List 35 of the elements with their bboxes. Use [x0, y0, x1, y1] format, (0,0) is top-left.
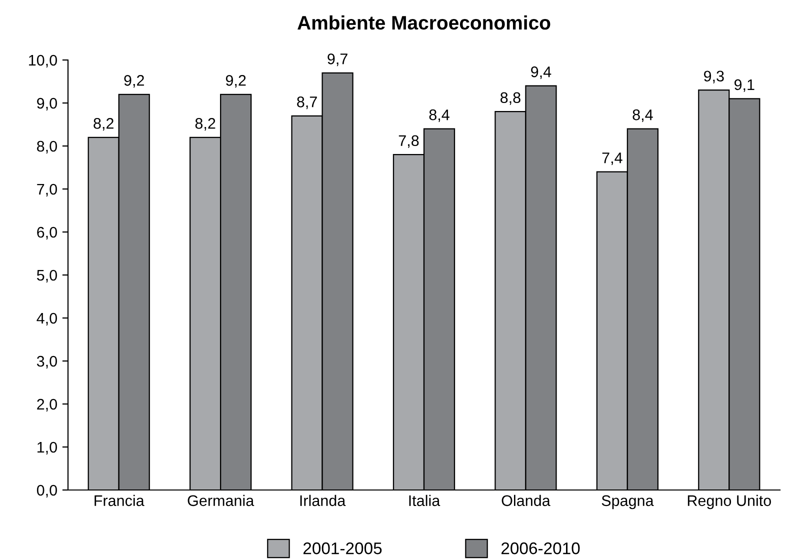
data-label: 8,7: [297, 96, 317, 110]
data-label: 9,7: [328, 54, 348, 66]
chart-title: Ambiente Macroeconomico: [298, 15, 550, 30]
data-label: 9,2: [226, 75, 246, 88]
x-tick-label: Regno Unito: [688, 494, 771, 510]
x-tick-label: Olanda: [502, 494, 550, 506]
data-label: 8,2: [94, 118, 114, 131]
data-label: 8,2: [195, 118, 216, 131]
y-tick-label: 7,0: [37, 184, 57, 196]
y-tick-label: 1,0: [38, 442, 57, 454]
y-tick-label: 8,0: [37, 140, 57, 154]
data-label: 8,4: [632, 109, 653, 122]
x-tick-label: Germania: [188, 494, 254, 506]
data-label: 9,1: [734, 79, 754, 92]
x-tick-label: Irlanda: [300, 494, 346, 506]
x-tick-label: Italia: [409, 494, 440, 506]
data-label: 9,3: [704, 70, 724, 84]
y-tick-label: 9,0: [37, 98, 57, 110]
y-tick-label: 6,0: [37, 226, 57, 240]
data-label: 8,4: [429, 109, 450, 122]
data-label: 7,4: [602, 152, 622, 166]
y-tick-label: 10,0: [29, 54, 57, 68]
y-tick-label: 3,0: [36, 356, 57, 368]
legend-label: 2006-2010: [502, 542, 580, 554]
legend-label: 2001-2005: [303, 542, 382, 554]
x-tick-label: Francia: [94, 494, 144, 506]
y-tick-label: 4,0: [36, 312, 57, 326]
data-label: 7,8: [398, 135, 419, 148]
y-tick-label: 2,0: [37, 398, 57, 412]
data-label: 9,4: [531, 66, 552, 80]
y-tick-label: 0,0: [36, 484, 57, 498]
y-tick-label: 5,0: [36, 270, 57, 282]
data-label: 8,8: [500, 92, 520, 105]
data-label: 9,2: [124, 75, 144, 88]
x-tick-label: Spagna: [602, 495, 654, 510]
